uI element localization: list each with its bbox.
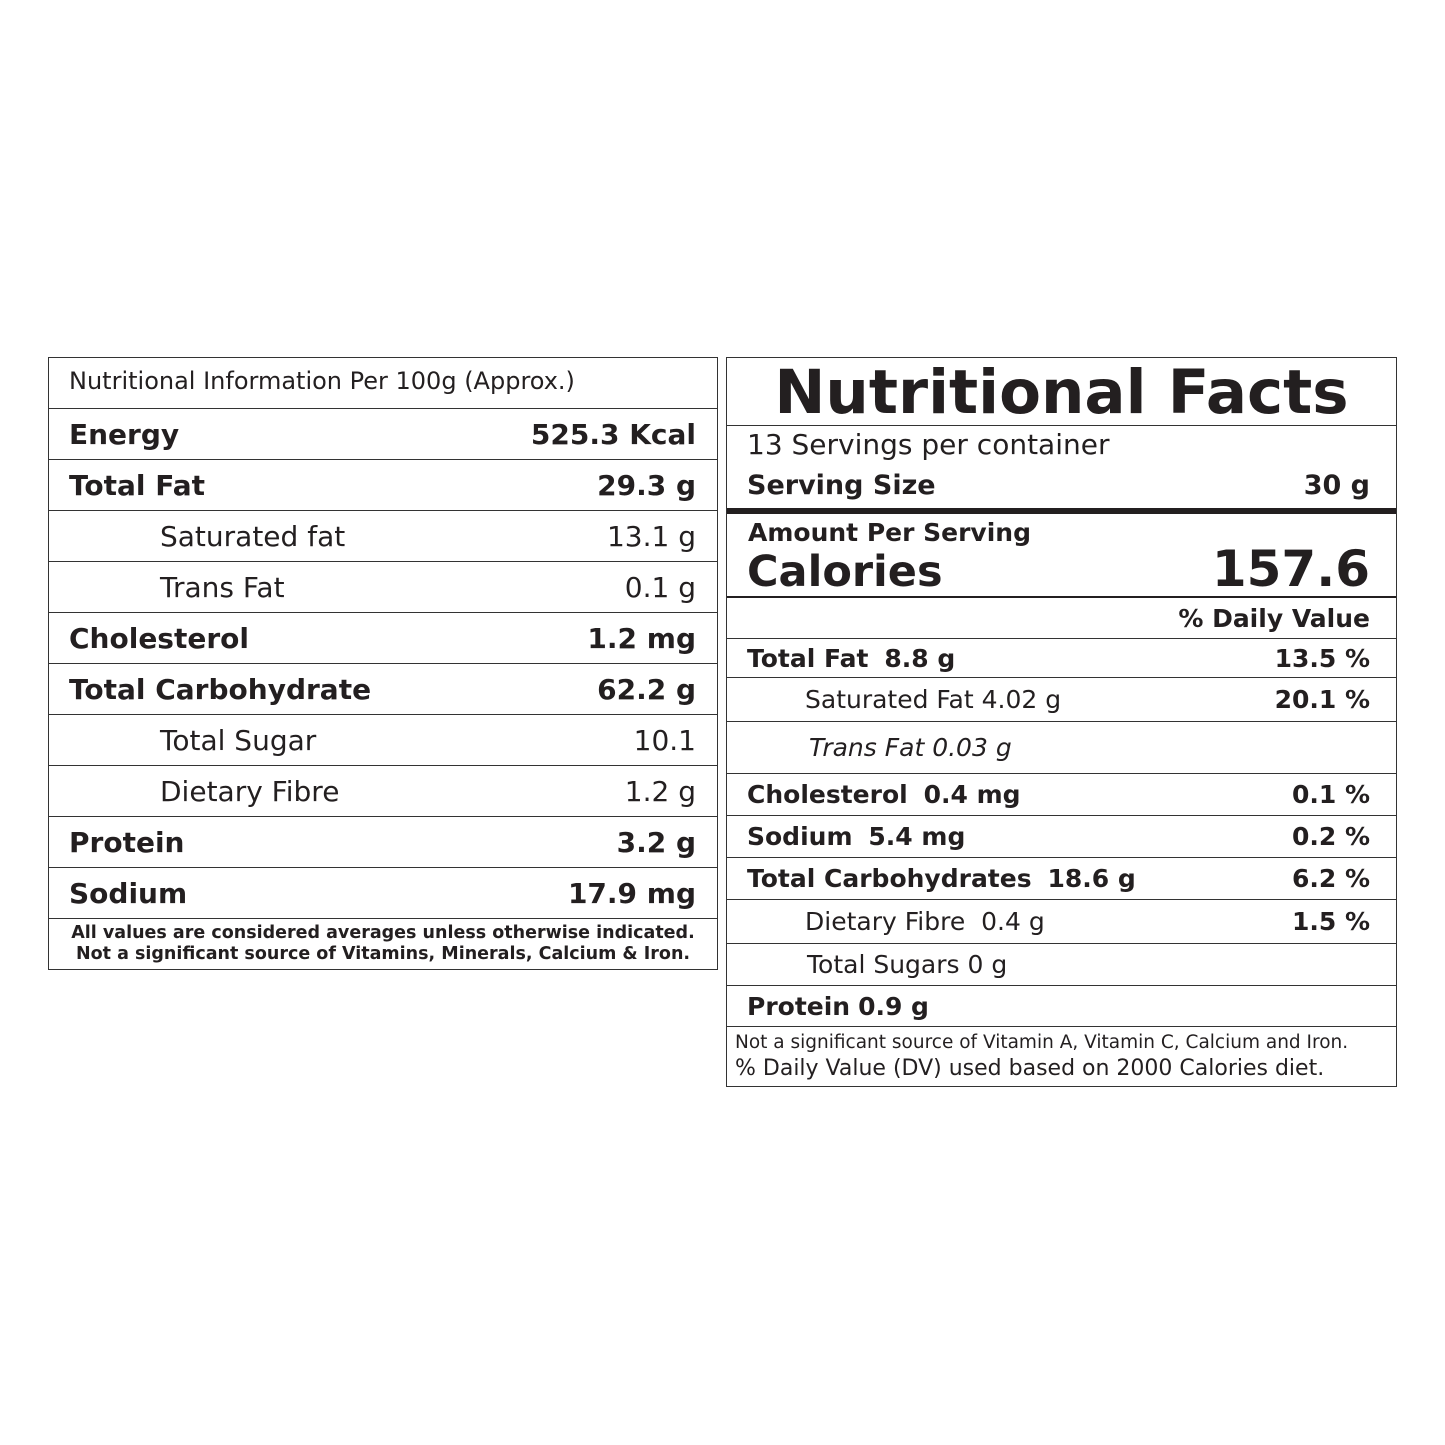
row-label: Dietary Fibre 0.4 g bbox=[747, 907, 1045, 936]
nutrient-amount: 8.8 g bbox=[884, 643, 956, 673]
row-label: Total Carbohydrates 18.6 g bbox=[747, 864, 1136, 893]
row-label: Protein 0.9 g bbox=[747, 992, 929, 1021]
nutrient-amount: 0.4 g bbox=[981, 907, 1045, 936]
calories-value: 157.6 bbox=[1211, 540, 1370, 598]
footnote-line: Not a significant source of Vitamin A, V… bbox=[735, 1032, 1349, 1053]
table-row-total-carbohydrate: Total Carbohydrate 62.2 g bbox=[49, 664, 717, 715]
row-value: 1.2 g bbox=[624, 774, 696, 808]
serving-size-label: Serving Size bbox=[747, 470, 936, 501]
serving-size-value: 30 g bbox=[1303, 470, 1370, 501]
nutrient-amount: 0 g bbox=[967, 950, 1008, 979]
calories-row: Calories 157.6 bbox=[727, 542, 1396, 598]
nutrient-name: Total Sugars bbox=[807, 950, 960, 979]
row-label: Energy bbox=[69, 417, 180, 451]
nutrient-amount: 0.4 mg bbox=[923, 780, 1021, 809]
nutrition-facts-footnote: Not a significant source of Vitamin A, V… bbox=[727, 1027, 1396, 1083]
row-label: Total Fat bbox=[69, 468, 206, 502]
table-row-cholesterol: Cholesterol 0.4 mg 0.1 % bbox=[727, 774, 1396, 816]
table-row-energy: Energy 525.3 Kcal bbox=[49, 409, 717, 460]
daily-value-percent: 13.5 % bbox=[1274, 643, 1370, 673]
nutrition-facts-title: Nutritional Facts bbox=[727, 358, 1396, 428]
footnote-line: Not a significant source of Vitamins, Mi… bbox=[75, 944, 691, 964]
table-row-saturated-fat: Saturated Fat 4.02 g 20.1 % bbox=[727, 678, 1396, 722]
table-row-saturated-fat: Saturated fat 13.1 g bbox=[49, 511, 717, 562]
row-label: Total Sugar bbox=[160, 723, 317, 757]
table-row-total-sugars: Total Sugars 0 g bbox=[727, 944, 1396, 986]
per-100g-nutrition-table: Nutritional Information Per 100g (Approx… bbox=[48, 357, 718, 970]
daily-value-percent: 0.2 % bbox=[1291, 822, 1370, 851]
table-row-total-fat: Total Fat 29.3 g bbox=[49, 460, 717, 511]
table-row-sodium: Sodium 17.9 mg bbox=[49, 868, 717, 919]
per-100g-footnote: All values are considered averages unles… bbox=[49, 919, 717, 965]
amount-per-serving-label: Amount Per Serving bbox=[748, 518, 1031, 547]
daily-value-percent: 20.1 % bbox=[1274, 685, 1370, 714]
row-value: 1.2 mg bbox=[587, 621, 696, 655]
nutrient-name: Sodium bbox=[747, 822, 853, 851]
row-label: Total Fat 8.8 g bbox=[747, 644, 955, 673]
daily-value-header: % Daily Value bbox=[727, 598, 1396, 639]
servings-per-container: 13 Servings per container bbox=[747, 428, 1110, 461]
nutrient-name: Total Fat bbox=[747, 643, 869, 673]
serving-size-row: Serving Size 30 g bbox=[727, 464, 1396, 514]
table-row-trans-fat: Trans Fat 0.1 g bbox=[49, 562, 717, 613]
row-label: Trans Fat 0.03 g bbox=[747, 733, 1012, 762]
row-label: Sodium bbox=[69, 876, 188, 910]
row-label: Total Carbohydrate bbox=[69, 672, 372, 706]
nutrient-name: Trans Fat bbox=[809, 733, 925, 762]
nutrient-name: Dietary Fibre bbox=[805, 907, 966, 936]
nutrient-name: Saturated Fat bbox=[805, 685, 974, 714]
table-row-trans-fat: Trans Fat 0.03 g bbox=[727, 722, 1396, 774]
daily-value-percent: 1.5 % bbox=[1291, 907, 1370, 936]
row-value: 0.1 g bbox=[624, 570, 696, 604]
daily-value-percent: 6.2 % bbox=[1291, 864, 1370, 893]
table-row-sodium: Sodium 5.4 mg 0.2 % bbox=[727, 816, 1396, 858]
daily-value-percent: 0.1 % bbox=[1291, 780, 1370, 809]
table-row-total-sugar: Total Sugar 10.1 bbox=[49, 715, 717, 766]
row-label: Cholesterol bbox=[69, 621, 249, 655]
row-value: 17.9 mg bbox=[567, 876, 696, 910]
nutrition-facts-panel: Nutritional Facts 13 Servings per contai… bbox=[726, 357, 1397, 1087]
table-row-dietary-fibre: Dietary Fibre 1.2 g bbox=[49, 766, 717, 817]
nutrient-amount: 4.02 g bbox=[981, 685, 1062, 714]
table-row-protein: Protein 0.9 g bbox=[727, 986, 1396, 1027]
row-value: 10.1 bbox=[633, 723, 696, 757]
per-100g-header: Nutritional Information Per 100g (Approx… bbox=[49, 358, 717, 409]
row-value: 62.2 g bbox=[597, 672, 696, 706]
row-label: Saturated fat bbox=[160, 519, 346, 553]
nutrient-amount: 5.4 mg bbox=[868, 822, 966, 851]
row-label: Saturated Fat 4.02 g bbox=[747, 685, 1061, 714]
nutrient-amount: 0.03 g bbox=[932, 733, 1012, 762]
row-label: Sodium 5.4 mg bbox=[747, 822, 965, 851]
row-value: 29.3 g bbox=[597, 468, 696, 502]
row-value: 3.2 g bbox=[616, 825, 696, 859]
table-row-total-carbohydrates: Total Carbohydrates 18.6 g 6.2 % bbox=[727, 858, 1396, 900]
nutrient-name: Protein bbox=[747, 991, 851, 1021]
row-label: Cholesterol 0.4 mg bbox=[747, 780, 1021, 809]
table-row-total-fat: Total Fat 8.8 g 13.5 % bbox=[727, 639, 1396, 678]
row-label: Protein bbox=[69, 825, 185, 859]
row-label: Total Sugars 0 g bbox=[747, 950, 1007, 979]
nutrient-amount: 0.9 g bbox=[858, 991, 929, 1021]
calories-label: Calories bbox=[747, 547, 943, 597]
table-row-protein: Protein 3.2 g bbox=[49, 817, 717, 868]
nutrient-name: Total Carbohydrates bbox=[747, 864, 1032, 893]
footnote-line: % Daily Value (DV) used based on 2000 Ca… bbox=[735, 1056, 1325, 1081]
row-label: Dietary Fibre bbox=[160, 774, 340, 808]
table-row-cholesterol: Cholesterol 1.2 mg bbox=[49, 613, 717, 664]
nutrient-name: Cholesterol bbox=[747, 780, 908, 809]
table-row-dietary-fibre: Dietary Fibre 0.4 g 1.5 % bbox=[727, 900, 1396, 944]
row-label: Trans Fat bbox=[160, 570, 285, 604]
row-value: 525.3 Kcal bbox=[530, 417, 696, 451]
footnote-line: All values are considered averages unles… bbox=[71, 923, 695, 943]
row-value: 13.1 g bbox=[606, 519, 696, 553]
nutrient-amount: 18.6 g bbox=[1047, 864, 1136, 893]
